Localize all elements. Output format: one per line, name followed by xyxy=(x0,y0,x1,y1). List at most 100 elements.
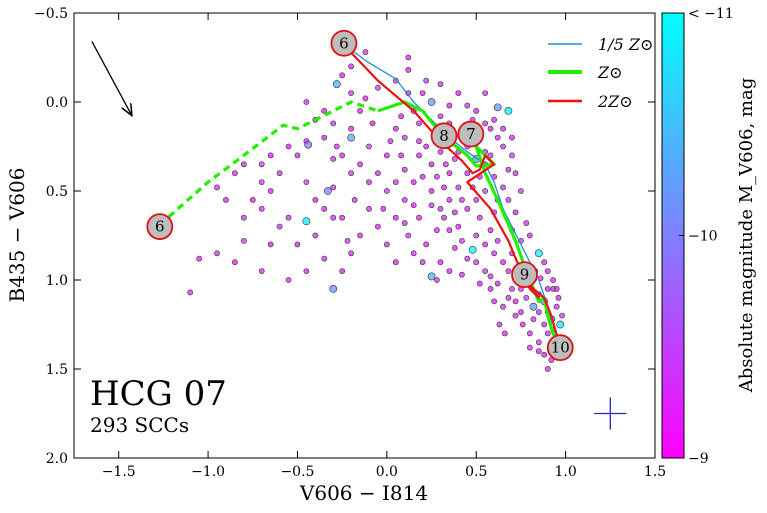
scatter-point xyxy=(455,184,462,191)
scatter-point xyxy=(446,196,453,203)
age-labels: 6 8 7 9 10 6 xyxy=(146,29,574,362)
scatter-point xyxy=(526,330,533,337)
scatter-point xyxy=(442,161,449,168)
age-marker xyxy=(330,29,358,57)
scatter-point xyxy=(321,108,328,114)
scatter-point xyxy=(487,125,494,132)
y-tick-label: −0.5 xyxy=(34,6,68,22)
age-marker-label: 7 xyxy=(466,125,476,143)
scatter-point xyxy=(392,259,399,266)
scatter-point xyxy=(491,298,498,305)
scatter-point xyxy=(423,77,430,84)
scatter-point xyxy=(312,196,319,203)
age-marker xyxy=(457,120,485,148)
scatter-point xyxy=(487,285,494,292)
scatter-point xyxy=(541,321,548,328)
scatter-point xyxy=(240,161,247,168)
scatter-point xyxy=(501,330,508,337)
age-marker-label: 6 xyxy=(339,34,349,52)
scatter-point xyxy=(231,170,238,177)
scatter-point xyxy=(512,312,519,319)
scatter-point xyxy=(351,196,358,203)
scatter-point xyxy=(357,161,363,168)
scatter-point xyxy=(451,156,458,162)
scatter-point xyxy=(487,227,494,234)
scatter-point xyxy=(419,90,426,96)
age-marker-label: 8 xyxy=(439,127,449,145)
scatter-point xyxy=(387,138,394,145)
scatter-point xyxy=(423,241,430,248)
scatter-point xyxy=(294,152,301,159)
scatter-point xyxy=(410,179,417,185)
scatter-point xyxy=(437,113,444,120)
scatter-point xyxy=(437,148,444,155)
scatter-point xyxy=(267,188,274,194)
scatter-point xyxy=(423,143,430,150)
colorbar-label: Absolute magnitude M_V606, mag xyxy=(736,78,757,394)
scatter-point xyxy=(339,72,346,79)
scatter-point xyxy=(339,268,346,274)
x-tick-label: 1.0 xyxy=(554,464,576,480)
scatter-point xyxy=(505,268,512,274)
scatter-point xyxy=(434,227,440,234)
colorbar-tick-label: −10 xyxy=(688,229,718,245)
scatter-point xyxy=(473,108,480,114)
y-tick-label: 1.0 xyxy=(46,273,68,289)
scatter-point xyxy=(518,188,524,194)
scatter-point xyxy=(285,214,292,221)
scatter-point xyxy=(526,232,533,239)
scatter-point xyxy=(553,285,560,292)
scatter-point xyxy=(482,268,489,274)
scatter-point xyxy=(464,102,471,109)
scatter-point xyxy=(541,259,548,266)
scatter-point xyxy=(398,152,405,159)
scatter-point xyxy=(556,320,565,329)
scatter-point xyxy=(505,294,512,301)
scatter-point xyxy=(348,63,354,70)
scatter-point xyxy=(482,120,489,127)
scatter-point xyxy=(519,321,526,328)
scatter-point xyxy=(344,237,351,244)
scatter-point xyxy=(231,259,238,266)
legend-label-2z: 2Z⊙ xyxy=(597,92,633,111)
scatter-point xyxy=(451,209,458,216)
scatter-point xyxy=(357,108,363,114)
scatter-point xyxy=(555,294,562,301)
scatter-point xyxy=(401,220,408,226)
scatter-point xyxy=(473,232,480,239)
scatter-point xyxy=(459,271,465,278)
scatter-point xyxy=(329,284,338,293)
scatter-point xyxy=(357,232,363,239)
scatter-point xyxy=(487,273,494,280)
scatter-point xyxy=(196,255,203,262)
scatter-point xyxy=(459,237,465,244)
scatter-point xyxy=(401,196,408,203)
scatter-point xyxy=(366,143,372,150)
plot-frame xyxy=(73,12,656,459)
scatter-point xyxy=(348,170,354,177)
scatter-point xyxy=(464,205,471,212)
group-name: HCG 07 xyxy=(90,374,227,414)
scatter-point xyxy=(530,316,537,323)
scatter-point xyxy=(464,170,471,177)
scatter-point xyxy=(323,187,332,195)
scatter-point xyxy=(285,143,292,150)
scatter-point xyxy=(240,237,247,244)
reddening-vector-arrow xyxy=(91,41,131,114)
scatter-point xyxy=(321,255,328,262)
x-tick-label: −0.5 xyxy=(280,464,314,480)
scatter-point xyxy=(405,67,412,73)
scatter-point xyxy=(534,249,543,258)
scatter-point xyxy=(366,179,372,185)
scatter-point xyxy=(455,90,462,96)
y-tick-label: 0.5 xyxy=(46,184,68,200)
scatter-point xyxy=(505,166,512,173)
scatter-point xyxy=(491,250,498,257)
x-tick-label: 0.5 xyxy=(465,464,487,480)
scatter-point xyxy=(416,214,422,221)
scatter-point xyxy=(332,80,341,89)
scatter-point xyxy=(553,303,560,310)
scatter-point xyxy=(512,298,519,305)
scatter-point xyxy=(348,90,354,96)
scatter-point xyxy=(437,259,444,266)
